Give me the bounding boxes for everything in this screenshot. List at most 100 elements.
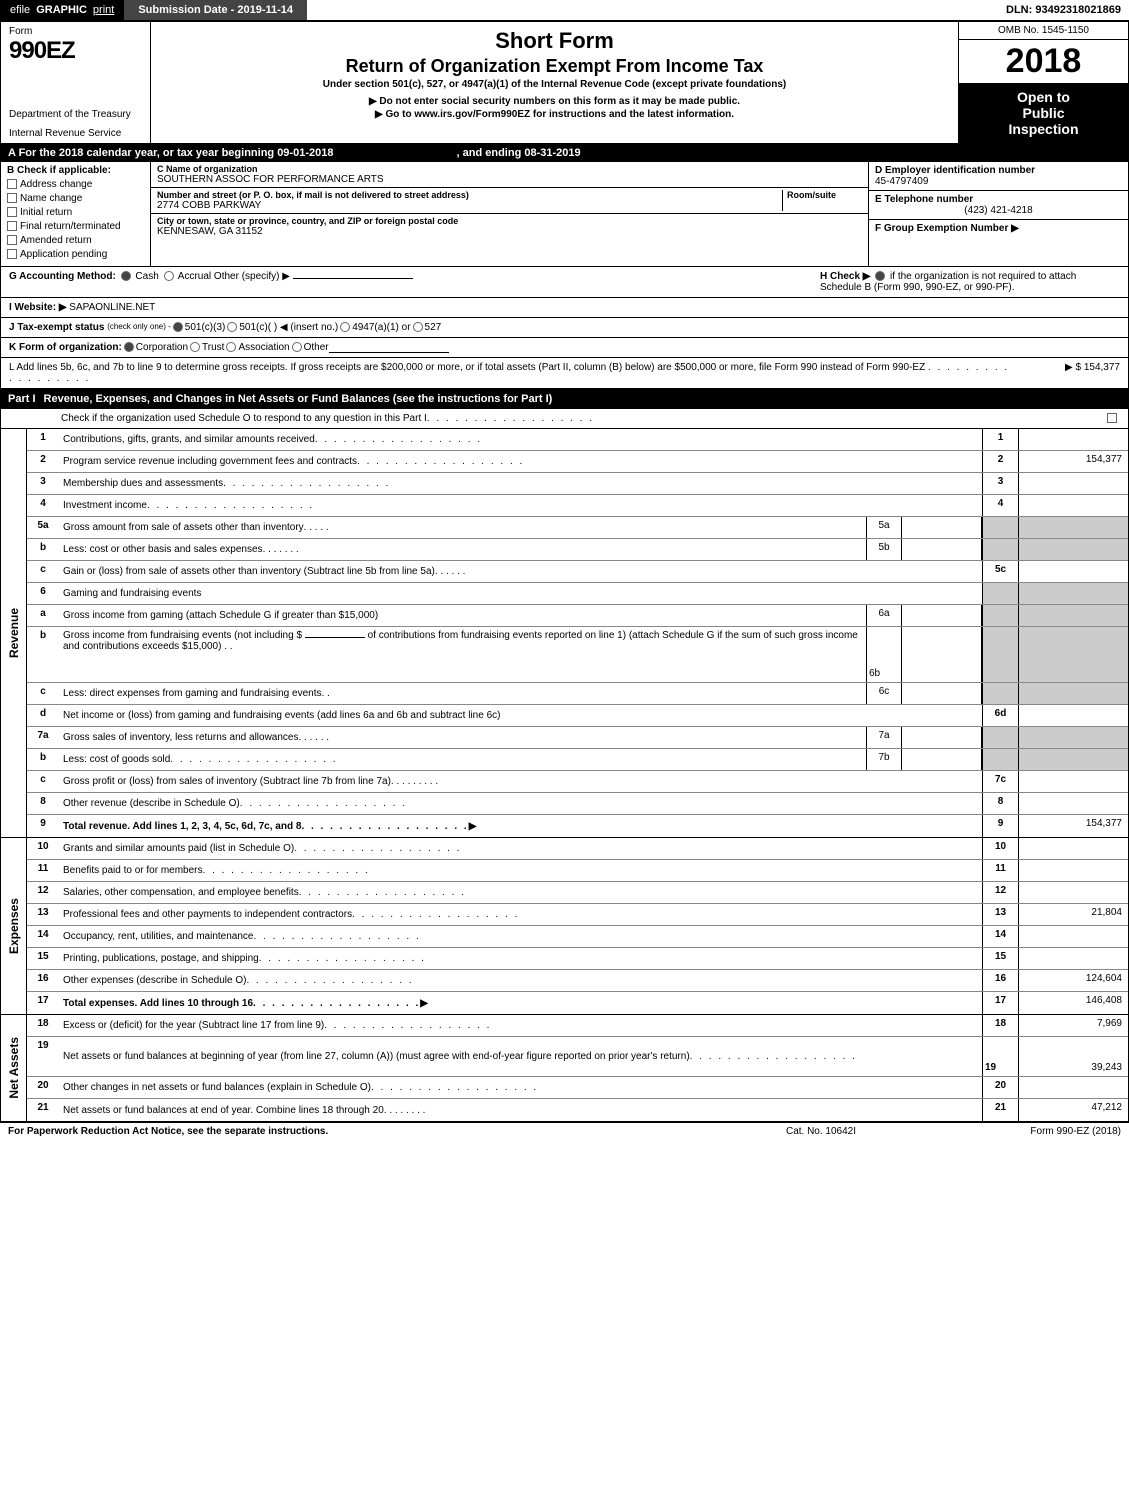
line-6a: a Gross income from gaming (attach Sched… <box>27 605 1128 627</box>
line-17: 17 Total expenses. Add lines 10 through … <box>27 992 1128 1014</box>
expenses-section: Expenses 10 Grants and similar amounts p… <box>0 838 1129 1015</box>
submission-date: Submission Date - 2019-11-14 <box>124 0 307 20</box>
city-label: City or town, state or province, country… <box>157 216 862 226</box>
part1-check-note: Check if the organization used Schedule … <box>0 409 1129 429</box>
line-5c: c Gain or (loss) from sale of assets oth… <box>27 561 1128 583</box>
dln: DLN: 93492318021869 <box>1006 4 1129 16</box>
line-5a: 5a Gross amount from sale of assets othe… <box>27 517 1128 539</box>
chk-name-change[interactable]: Name change <box>7 193 144 204</box>
line-7c: c Gross profit or (loss) from sales of i… <box>27 771 1128 793</box>
radio-h[interactable] <box>875 271 885 281</box>
radio-accrual[interactable] <box>164 271 174 281</box>
chk-app-pending[interactable]: Application pending <box>7 249 144 260</box>
revenue-section: Revenue 1 Contributions, gifts, grants, … <box>0 429 1129 838</box>
row-k: K Form of organization: Corporation Trus… <box>0 338 1129 358</box>
org-info: B Check if applicable: Address change Na… <box>0 162 1129 267</box>
line-12: 12 Salaries, other compensation, and emp… <box>27 882 1128 904</box>
open-public-badge: Open to Public Inspection <box>959 83 1128 143</box>
print-link[interactable]: print <box>93 4 114 16</box>
f-label: F Group Exemption Number ▶ <box>875 223 1122 234</box>
line-14: 14 Occupancy, rent, utilities, and maint… <box>27 926 1128 948</box>
radio-cash[interactable] <box>121 271 131 281</box>
radio-4947[interactable] <box>340 322 350 332</box>
header-left: Form 990EZ Department of the Treasury In… <box>1 22 151 143</box>
open-to: Open to <box>963 89 1124 105</box>
radio-corp[interactable] <box>124 342 134 352</box>
section-de: D Employer identification number 45-4797… <box>868 162 1128 266</box>
org-address: 2774 COBB PARKWAY <box>157 200 782 211</box>
line-19: 19 Net assets or fund balances at beginn… <box>27 1037 1128 1077</box>
org-city: KENNESAW, GA 31152 <box>157 226 862 237</box>
dept-label: Department of the Treasury <box>9 109 142 120</box>
line-16: 16 Other expenses (describe in Schedule … <box>27 970 1128 992</box>
chk-amended[interactable]: Amended return <box>7 235 144 246</box>
irs-link[interactable]: ▶ Go to www.irs.gov/Form990EZ for instru… <box>161 109 948 120</box>
period-row: A For the 2018 calendar year, or tax yea… <box>0 144 1129 162</box>
efile-label: efile <box>10 4 30 16</box>
h-label: H Check ▶ <box>820 271 870 282</box>
line-5b: b Less: cost or other basis and sales ex… <box>27 539 1128 561</box>
website-value: SAPAONLINE.NET <box>69 302 155 313</box>
efile-badge: efile GRAPHIC print <box>0 0 124 20</box>
line-6c: c Less: direct expenses from gaming and … <box>27 683 1128 705</box>
footer-paperwork: For Paperwork Reduction Act Notice, see … <box>8 1126 721 1137</box>
chk-schedule-o[interactable] <box>1107 413 1117 423</box>
header-right: OMB No. 1545-1150 2018 Open to Public In… <box>958 22 1128 143</box>
radio-other[interactable] <box>292 342 302 352</box>
radio-assoc[interactable] <box>226 342 236 352</box>
period-begin: A For the 2018 calendar year, or tax yea… <box>8 147 333 159</box>
netassets-label: Net Assets <box>1 1015 27 1121</box>
row-gh: G Accounting Method: Cash Accrual Other … <box>0 267 1129 298</box>
phone-value: (423) 421-4218 <box>875 205 1122 216</box>
form-header: Form 990EZ Department of the Treasury In… <box>0 21 1129 144</box>
irs-label: Internal Revenue Service <box>9 128 142 139</box>
line-15: 15 Printing, publications, postage, and … <box>27 948 1128 970</box>
line-2: 2 Program service revenue including gove… <box>27 451 1128 473</box>
omb-number: OMB No. 1545-1150 <box>959 22 1128 40</box>
line-21: 21 Net assets or fund balances at end of… <box>27 1099 1128 1121</box>
chk-address-change[interactable]: Address change <box>7 179 144 190</box>
line-10: 10 Grants and similar amounts paid (list… <box>27 838 1128 860</box>
radio-501c[interactable] <box>227 322 237 332</box>
section-b: B Check if applicable: Address change Na… <box>1 162 151 266</box>
line-20: 20 Other changes in net assets or fund b… <box>27 1077 1128 1099</box>
line-18: 18 Excess or (deficit) for the year (Sub… <box>27 1015 1128 1037</box>
addr-label: Number and street (or P. O. box, if mail… <box>157 190 782 200</box>
line-1: 1 Contributions, gifts, grants, and simi… <box>27 429 1128 451</box>
k-label: K Form of organization: <box>9 342 122 353</box>
row-i: I Website: ▶ SAPAONLINE.NET <box>0 298 1129 318</box>
org-name: SOUTHERN ASSOC FOR PERFORMANCE ARTS <box>157 174 862 185</box>
netassets-section: Net Assets 18 Excess or (deficit) for th… <box>0 1015 1129 1122</box>
section-c: C Name of organization SOUTHERN ASSOC FO… <box>151 162 868 266</box>
ein-value: 45-4797409 <box>875 176 1122 187</box>
form-word: Form <box>9 26 142 37</box>
inspection: Inspection <box>963 121 1124 137</box>
radio-trust[interactable] <box>190 342 200 352</box>
footer-catno: Cat. No. 10642I <box>721 1126 921 1137</box>
l-text: L Add lines 5b, 6c, and 7b to line 9 to … <box>9 362 925 373</box>
e-label: E Telephone number <box>875 194 1122 205</box>
d-label: D Employer identification number <box>875 165 1122 176</box>
period-end: , and ending 08-31-2019 <box>457 147 581 159</box>
title-short-form: Short Form <box>161 28 948 54</box>
header-center: Short Form Return of Organization Exempt… <box>151 22 958 143</box>
page-footer: For Paperwork Reduction Act Notice, see … <box>0 1122 1129 1140</box>
radio-501c3[interactable] <box>173 322 183 332</box>
row-j: J Tax-exempt status (check only one) - 5… <box>0 318 1129 338</box>
revenue-label: Revenue <box>1 429 27 837</box>
part1-tag: Part I <box>8 393 44 405</box>
ssn-note: ▶ Do not enter social security numbers o… <box>161 96 948 107</box>
radio-527[interactable] <box>413 322 423 332</box>
line-6d: d Net income or (loss) from gaming and f… <box>27 705 1128 727</box>
expenses-label: Expenses <box>1 838 27 1014</box>
i-label: I Website: ▶ <box>9 302 67 313</box>
b-label: B Check if applicable: <box>7 165 144 176</box>
part1-header: Part I Revenue, Expenses, and Changes in… <box>0 389 1129 409</box>
line-6b: b Gross income from fundraising events (… <box>27 627 1128 683</box>
line-11: 11 Benefits paid to or for members 11 <box>27 860 1128 882</box>
j-label: J Tax-exempt status <box>9 322 104 333</box>
chk-final-return[interactable]: Final return/terminated <box>7 221 144 232</box>
top-bar: efile GRAPHIC print Submission Date - 20… <box>0 0 1129 21</box>
subtitle: Under section 501(c), 527, or 4947(a)(1)… <box>161 79 948 90</box>
chk-initial-return[interactable]: Initial return <box>7 207 144 218</box>
